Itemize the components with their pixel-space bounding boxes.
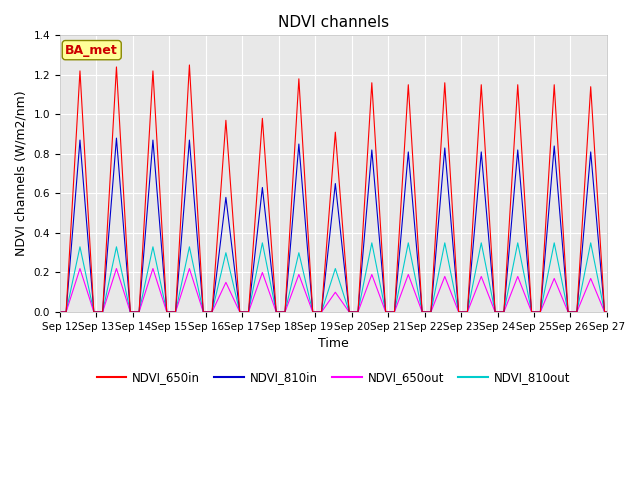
Title: NDVI channels: NDVI channels <box>278 15 389 30</box>
Legend: NDVI_650in, NDVI_810in, NDVI_650out, NDVI_810out: NDVI_650in, NDVI_810in, NDVI_650out, NDV… <box>92 367 575 389</box>
Y-axis label: NDVI channels (W/m2/nm): NDVI channels (W/m2/nm) <box>15 91 28 256</box>
X-axis label: Time: Time <box>318 337 349 350</box>
Text: BA_met: BA_met <box>65 44 118 57</box>
